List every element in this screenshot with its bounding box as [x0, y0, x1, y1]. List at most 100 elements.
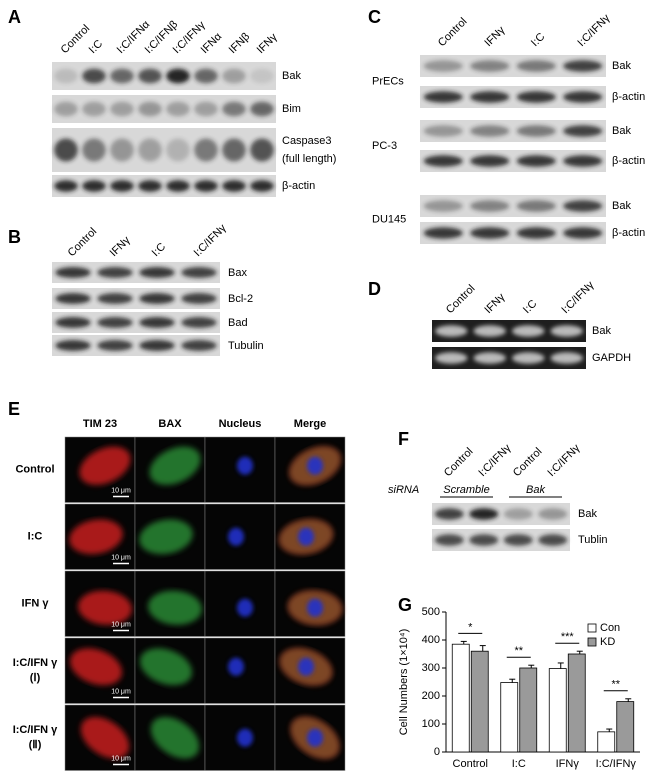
band: [563, 227, 603, 239]
bar: [470, 650, 489, 753]
band: [110, 101, 134, 117]
band: [563, 155, 603, 167]
row-label: Bak: [578, 508, 597, 520]
band: [516, 155, 556, 167]
band: [250, 180, 274, 192]
cell-line: DU145: [372, 213, 406, 225]
band: [516, 60, 556, 72]
blot: [432, 347, 586, 369]
band: [97, 293, 133, 304]
lane-label: I:C: [521, 298, 539, 316]
band: [55, 293, 91, 304]
band: [166, 138, 190, 162]
cell-line: PC-3: [372, 140, 397, 152]
y-tick-label: 400: [422, 634, 440, 646]
lane-label: I:C/IFNγ: [192, 222, 229, 259]
band: [512, 325, 545, 337]
blot: [420, 222, 606, 244]
band: [222, 101, 246, 117]
band: [512, 352, 545, 364]
blot: [420, 120, 606, 142]
band: [516, 200, 556, 212]
band: [181, 317, 217, 328]
scale-label: 10 μm: [111, 688, 131, 695]
cell: [149, 446, 201, 485]
band: [138, 180, 162, 192]
band: [550, 325, 583, 337]
band: [181, 293, 217, 304]
group-label: Bak: [526, 484, 545, 496]
blot: [420, 150, 606, 172]
row-label: Bak: [282, 70, 301, 82]
band: [423, 227, 463, 239]
nucleus: [298, 657, 314, 676]
row-label: (Ⅱ): [29, 739, 42, 751]
band: [54, 138, 78, 162]
bar: [519, 667, 538, 753]
band: [470, 60, 510, 72]
band: [139, 267, 175, 278]
cell: [78, 590, 132, 625]
column-header: Nucleus: [219, 418, 262, 430]
band: [138, 101, 162, 117]
row-label: GAPDH: [592, 352, 631, 364]
band: [423, 125, 463, 137]
bar: [616, 701, 635, 753]
band: [97, 267, 133, 278]
band: [110, 180, 134, 192]
row-label: Control: [15, 464, 54, 476]
band: [138, 68, 162, 84]
lane-label: Control: [444, 283, 478, 317]
lane-label: IFNγ: [108, 234, 133, 259]
lane-label: IFNγ: [482, 291, 507, 316]
blot: [432, 503, 570, 525]
x-tick-label: IFNγ: [556, 758, 580, 770]
cell: [139, 519, 193, 555]
legend-swatch: [587, 637, 597, 647]
x-tick-label: I:C/IFNγ: [596, 758, 637, 770]
significance: **: [611, 679, 620, 691]
panel-label: F: [398, 429, 409, 449]
row-label: I:C: [28, 531, 43, 543]
row-label: I:C/IFN γ: [13, 657, 58, 669]
row-label: Bak: [612, 200, 631, 212]
row-label: (full length): [282, 153, 336, 165]
nucleus: [298, 527, 314, 546]
band: [469, 534, 499, 546]
band: [82, 138, 106, 162]
row-label: IFN γ: [22, 598, 50, 610]
bar: [597, 731, 616, 753]
lane-label: I:C/IFNγ: [575, 12, 612, 49]
row-label: Caspase3: [282, 135, 332, 147]
band: [82, 101, 106, 117]
nucleus: [237, 456, 253, 475]
band: [139, 293, 175, 304]
band: [470, 200, 510, 212]
band: [250, 68, 274, 84]
band: [516, 91, 556, 103]
band: [194, 180, 218, 192]
band: [97, 340, 133, 351]
band: [550, 352, 583, 364]
legend-label: KD: [600, 636, 615, 648]
band: [55, 340, 91, 351]
band: [469, 508, 499, 520]
scale-label: 10 μm: [111, 487, 131, 494]
band: [222, 138, 246, 162]
row-label: I:C/IFN γ: [13, 724, 58, 736]
cell: [148, 590, 202, 625]
bar: [567, 653, 586, 753]
cell: [69, 519, 123, 555]
band: [423, 155, 463, 167]
bar: [451, 643, 470, 753]
cell: [139, 648, 193, 686]
y-tick-label: 500: [422, 606, 440, 618]
band: [538, 534, 568, 546]
band: [473, 352, 506, 364]
band: [423, 91, 463, 103]
nucleus: [237, 728, 253, 747]
band: [250, 138, 274, 162]
band: [434, 508, 464, 520]
lane-label: Control: [59, 23, 93, 57]
scale-label: 10 μm: [111, 755, 131, 762]
